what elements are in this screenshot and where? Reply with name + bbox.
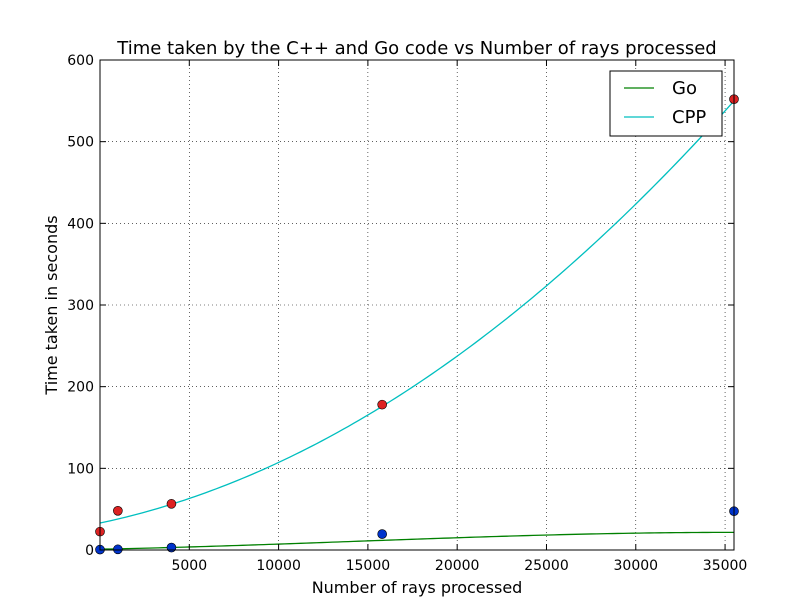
- data-point-cpp: [113, 505, 123, 516]
- x-axis-label: Number of rays processed: [312, 578, 523, 597]
- data-point-go: [113, 544, 123, 555]
- x-tick-label: 15000: [346, 558, 391, 574]
- fit-line-cpp: [100, 100, 734, 524]
- x-tick-label: 35000: [703, 558, 748, 574]
- y-tick-label: 300: [67, 298, 94, 314]
- y-axis-label: Time taken in seconds: [42, 215, 61, 395]
- axis-ticks: 5000 10000 15000 20000 25000 30000 35000 0 100 20…: [67, 53, 747, 574]
- y-tick-label: 0: [85, 543, 94, 559]
- data-point-go: [377, 529, 387, 539]
- data-point-cpp: [377, 399, 387, 410]
- x-tick-label: 25000: [524, 558, 569, 574]
- legend: Go CPP: [609, 70, 723, 137]
- fit-curves: [100, 100, 734, 550]
- y-tick-label: 200: [67, 380, 94, 396]
- legend-label-cpp: CPP: [672, 107, 706, 128]
- x-tick-label: 20000: [435, 558, 480, 574]
- y-tick-label: 100: [67, 461, 94, 477]
- y-tick-label: 500: [67, 135, 94, 151]
- legend-box: [609, 70, 723, 137]
- x-tick-label: 5000: [171, 558, 207, 574]
- fit-line-go: [100, 531, 734, 550]
- data-point-cpp: [166, 499, 177, 509]
- y-tick-label: 600: [67, 53, 94, 69]
- gridlines: [100, 59, 734, 551]
- chart-title: Time taken by the C++ and Go code vs Num…: [116, 38, 716, 59]
- data-point-go: [166, 542, 177, 553]
- y-tick-label: 400: [67, 216, 94, 232]
- x-tick-label: 30000: [614, 558, 659, 574]
- x-tick-label: 10000: [256, 558, 301, 574]
- legend-label-go: Go: [672, 78, 697, 99]
